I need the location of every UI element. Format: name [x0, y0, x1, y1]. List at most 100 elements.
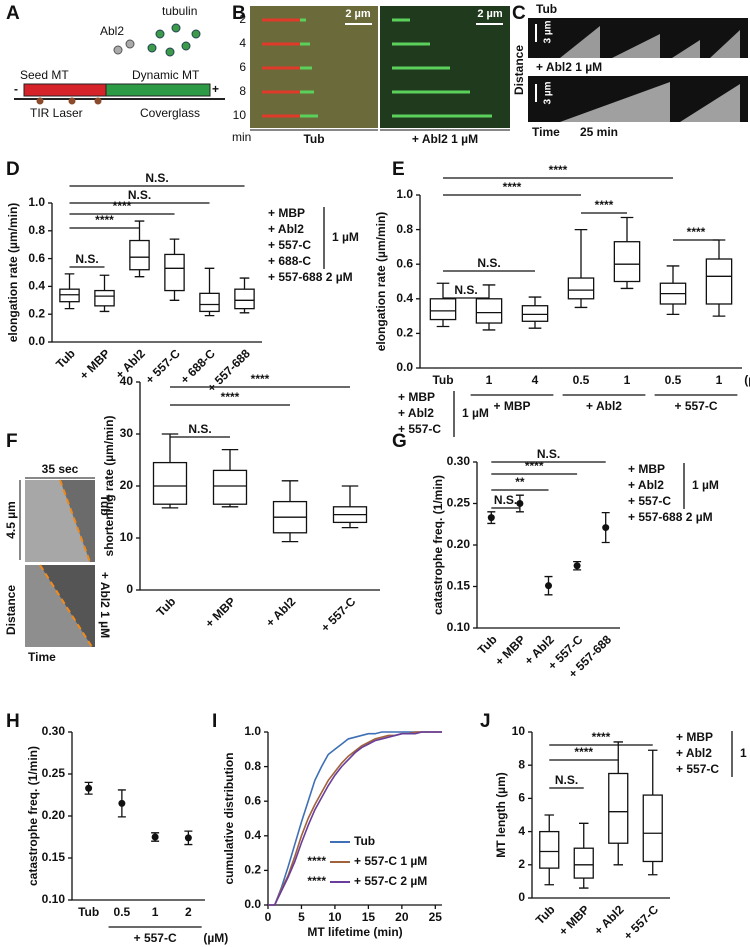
minus-end: -	[14, 82, 18, 96]
annotation: ****	[307, 854, 326, 868]
y-tick-label: 0.4	[396, 291, 413, 305]
x-tick-label: 1	[716, 373, 723, 387]
time-label: 10	[233, 108, 247, 122]
significance-label: N.S.	[188, 422, 211, 436]
box	[94, 289, 115, 307]
whisker-high	[161, 433, 179, 463]
time-bar-label: 35 sec	[42, 462, 79, 476]
point	[602, 524, 610, 532]
fit-line	[59, 479, 91, 563]
whisker-low	[666, 303, 680, 316]
box	[608, 772, 629, 844]
unit-label: (µM)	[744, 373, 750, 387]
y-tick-label: 0.25	[447, 496, 471, 510]
whisker-high	[712, 239, 726, 260]
time-bar-label: 25 min	[580, 125, 618, 139]
whisker-low	[613, 843, 623, 866]
legend-label: + Abl2	[398, 406, 434, 420]
x-label: Time	[532, 125, 560, 139]
significance-label: N.S.	[128, 188, 151, 202]
x-tick-label: + MBP	[492, 632, 528, 668]
legend-label: + 557-C	[676, 762, 719, 776]
whisker-high	[134, 220, 145, 241]
whisker-high	[64, 273, 75, 290]
laser-label: TIR Laser	[30, 106, 83, 120]
plus-end: +	[212, 82, 219, 96]
y-tick-label: 10	[512, 724, 526, 738]
whisker-low	[482, 323, 496, 331]
significance-label: N.S.	[75, 252, 98, 266]
tubulin-dot	[155, 29, 165, 39]
significance-label: N.S.	[477, 256, 500, 270]
whisker-low	[436, 319, 450, 328]
tubulin-label: tubulin	[162, 4, 197, 18]
x-tick-label: 15	[362, 910, 376, 924]
whisker-low	[169, 290, 180, 301]
legend-label: + 688-C	[268, 254, 311, 268]
x-tick-label: 1	[624, 373, 631, 387]
tubulin-dot	[171, 23, 181, 33]
group-label: + 557-C	[674, 399, 717, 413]
legend-label: + Abl2	[628, 478, 664, 492]
legend-label: + Abl2	[676, 746, 712, 760]
y-tick-label: 0.15	[42, 850, 66, 864]
axis	[71, 732, 205, 901]
panel-label: G	[392, 431, 407, 452]
dynamic-mt	[105, 83, 211, 97]
y-tick-label: 30	[120, 426, 134, 440]
whisker-high	[169, 238, 180, 255]
legend-label: + 557-C 1 µM	[354, 854, 427, 868]
point	[573, 562, 581, 570]
box	[705, 258, 733, 305]
legend-label: Tub	[354, 834, 375, 848]
y-axis-label: cumulative distribution	[222, 752, 236, 884]
time-label: 2	[239, 12, 246, 26]
box	[152, 461, 188, 505]
y-axis-label: shortening rate (µm/min)	[102, 416, 116, 557]
y-tick-label: 0.8	[244, 759, 261, 773]
growth-event	[560, 82, 740, 122]
y-label: Distance	[512, 45, 526, 95]
panel-label: B	[232, 3, 246, 24]
kymograph-texture	[25, 565, 92, 647]
legend-label: + 557-C	[398, 422, 441, 436]
x-tick-label: Tub	[154, 594, 179, 619]
box	[573, 847, 594, 879]
significance-label: ****	[592, 730, 611, 744]
panel-label: E	[392, 159, 405, 180]
point	[184, 834, 192, 842]
y-axis-label: elongation rate (µm/min)	[6, 203, 20, 343]
whisker-high	[239, 277, 250, 290]
y-tick-label: 4	[518, 824, 525, 838]
whisker-high	[574, 228, 588, 279]
significance-label: ****	[251, 372, 270, 386]
fit-line	[39, 564, 93, 648]
tubulin-dot	[147, 43, 157, 53]
y-tick-label: 10	[120, 530, 134, 544]
y-axis-label: MT length (µm)	[494, 772, 508, 858]
y-tick-label: 8	[518, 757, 525, 771]
y-tick-label: 0.2	[28, 306, 45, 320]
x-tick-label: 0.5	[573, 373, 590, 387]
legend-dose: 1 µM	[692, 478, 719, 492]
panel-label: D	[6, 159, 20, 180]
significance-label: N.S.	[537, 447, 560, 461]
seed-label: Seed MT	[20, 68, 69, 82]
y-tick-label: 0	[518, 890, 525, 904]
x-tick-label: + 557-C	[318, 594, 359, 635]
box	[642, 794, 663, 863]
y-tick-label: 0.25	[42, 766, 66, 780]
time-unit: min	[232, 130, 251, 144]
significance-label: ****	[95, 213, 114, 227]
y-tick-label: 0.10	[447, 620, 471, 634]
box	[613, 241, 641, 283]
series-line	[268, 731, 442, 906]
surface-label: Coverglass	[140, 106, 200, 120]
whisker-low	[620, 281, 634, 290]
legend-dose: 1 µM	[740, 746, 750, 760]
tubulin-dot	[165, 47, 175, 57]
y-tick-label: 0.20	[447, 537, 471, 551]
x-tick-label: Tub	[432, 373, 453, 387]
whisker-high	[666, 265, 680, 284]
